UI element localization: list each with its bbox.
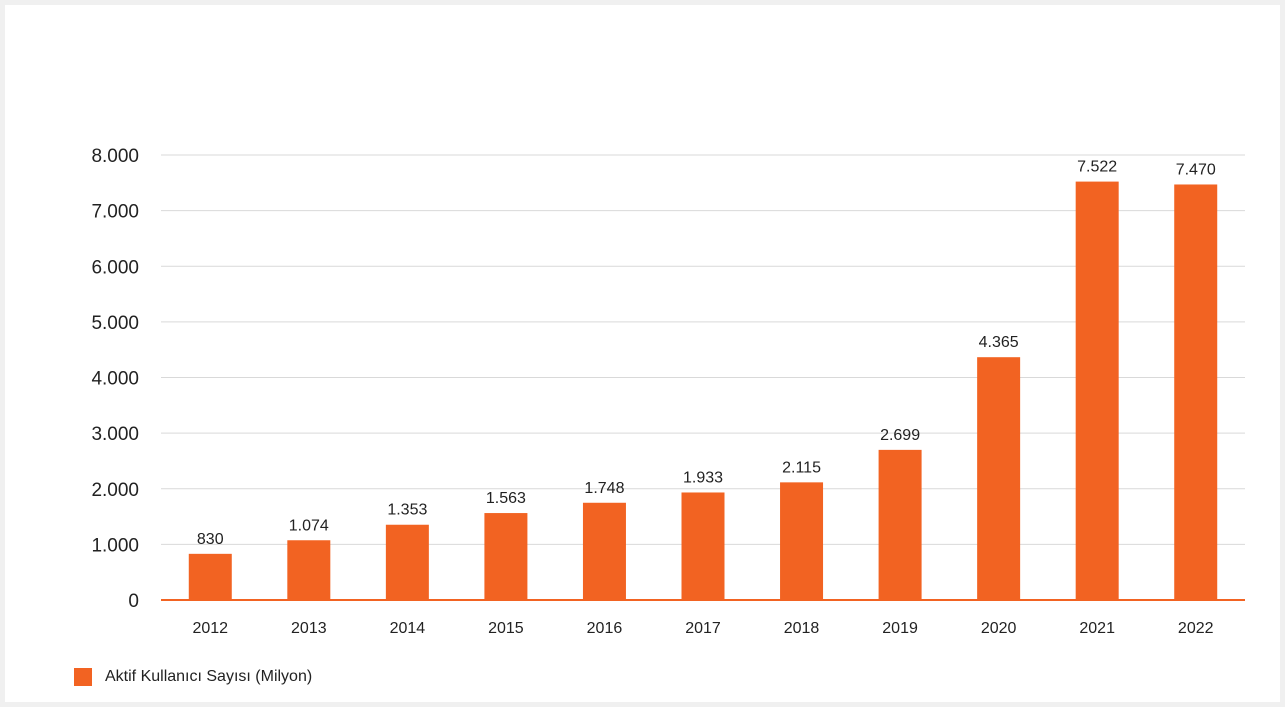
data-labels: 830 1.074 1.353 1.563 1.748 1.933 2.115 2.699 4.… [197,159,1216,548]
bar-2015 [484,513,528,600]
data-label-2014: 1.353 [387,502,427,519]
data-label-2016: 1.748 [584,480,624,497]
bar-2012 [188,553,232,600]
bar-chart: 0 1.000 2.000 3.000 4.000 5.000 6.000 7.000 8.00… [91,146,1245,637]
legend-swatch [74,668,92,686]
data-label-2021: 7.522 [1077,159,1117,176]
y-tick-label: 0 [128,591,139,612]
legend-label: Aktif Kullanıcı Sayısı (Milyon) [105,668,313,685]
y-tick-label: 4.000 [91,369,139,390]
bar-2014 [385,524,429,600]
data-label-2015: 1.563 [486,490,526,507]
y-axis-ticks: 0 1.000 2.000 3.000 4.000 5.000 6.000 7.000 8.00… [91,146,139,612]
data-label-2017: 1.933 [683,469,723,486]
y-tick-label: 3.000 [91,424,139,445]
x-tick-label-2015: 2015 [488,620,524,637]
bar-2018 [780,482,824,600]
x-tick-label-2022: 2022 [1178,620,1214,637]
y-tick-label: 1.000 [91,535,139,556]
x-axis-ticks: 2012 2013 2014 2015 2016 2017 2018 2019 2020 2021… [192,620,1213,637]
bar-2022 [1174,184,1218,600]
data-label-2013: 1.074 [289,517,329,534]
bar-2016 [582,502,626,600]
bar-2021 [1075,181,1119,600]
data-label-2019: 2.699 [880,427,920,444]
data-label-2018: 2.115 [782,459,821,476]
x-tick-label-2021: 2021 [1079,620,1115,637]
x-tick-label-2012: 2012 [192,620,228,637]
bars [188,181,1218,600]
y-tick-label: 5.000 [91,313,139,334]
x-tick-label-2014: 2014 [390,620,426,637]
x-tick-label-2020: 2020 [981,620,1017,637]
x-tick-label-2018: 2018 [784,620,820,637]
y-tick-label: 6.000 [91,257,139,278]
x-tick-label-2019: 2019 [882,620,918,637]
y-tick-label: 8.000 [91,146,139,167]
bar-2013 [287,540,331,600]
data-label-2012: 830 [197,531,224,548]
legend: Aktif Kullanıcı Sayısı (Milyon) [74,668,312,686]
y-tick-label: 2.000 [91,480,139,501]
x-tick-label-2017: 2017 [685,620,721,637]
x-tick-label-2013: 2013 [291,620,327,637]
bar-2019 [878,449,922,600]
bar-2017 [681,492,725,600]
chart-card: 0 1.000 2.000 3.000 4.000 5.000 6.000 7.000 8.00… [5,5,1280,702]
data-label-2022: 7.470 [1176,161,1216,178]
y-tick-label: 7.000 [91,202,139,223]
bar-2020 [977,357,1021,600]
data-label-2020: 4.365 [979,334,1019,351]
x-tick-label-2016: 2016 [587,620,623,637]
